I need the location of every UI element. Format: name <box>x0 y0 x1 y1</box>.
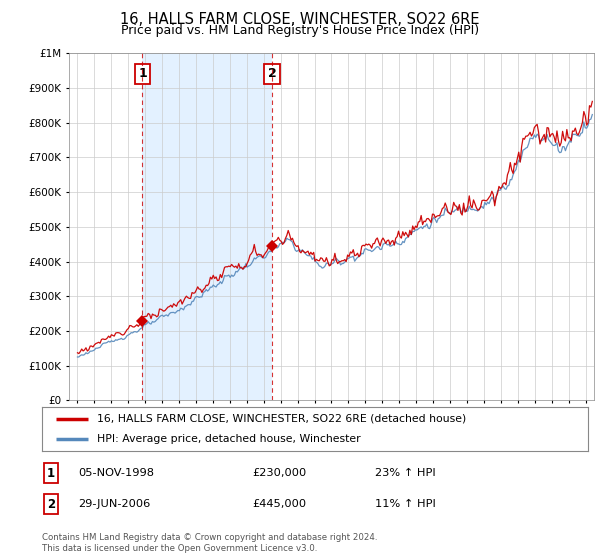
Text: £230,000: £230,000 <box>252 468 306 478</box>
Text: 1: 1 <box>47 466 55 480</box>
Text: £445,000: £445,000 <box>252 499 306 509</box>
Text: 2: 2 <box>47 497 55 511</box>
Text: 05-NOV-1998: 05-NOV-1998 <box>78 468 154 478</box>
Text: 23% ↑ HPI: 23% ↑ HPI <box>375 468 436 478</box>
Text: Contains HM Land Registry data © Crown copyright and database right 2024.
This d: Contains HM Land Registry data © Crown c… <box>42 533 377 553</box>
Text: HPI: Average price, detached house, Winchester: HPI: Average price, detached house, Winc… <box>97 434 360 444</box>
Text: Price paid vs. HM Land Registry's House Price Index (HPI): Price paid vs. HM Land Registry's House … <box>121 24 479 36</box>
Text: 1: 1 <box>138 67 147 80</box>
Text: 16, HALLS FARM CLOSE, WINCHESTER, SO22 6RE (detached house): 16, HALLS FARM CLOSE, WINCHESTER, SO22 6… <box>97 414 466 424</box>
Text: 11% ↑ HPI: 11% ↑ HPI <box>375 499 436 509</box>
Text: 16, HALLS FARM CLOSE, WINCHESTER, SO22 6RE: 16, HALLS FARM CLOSE, WINCHESTER, SO22 6… <box>120 12 480 27</box>
Bar <box>142 53 272 400</box>
Text: 29-JUN-2006: 29-JUN-2006 <box>78 499 150 509</box>
Text: 2: 2 <box>268 67 277 80</box>
